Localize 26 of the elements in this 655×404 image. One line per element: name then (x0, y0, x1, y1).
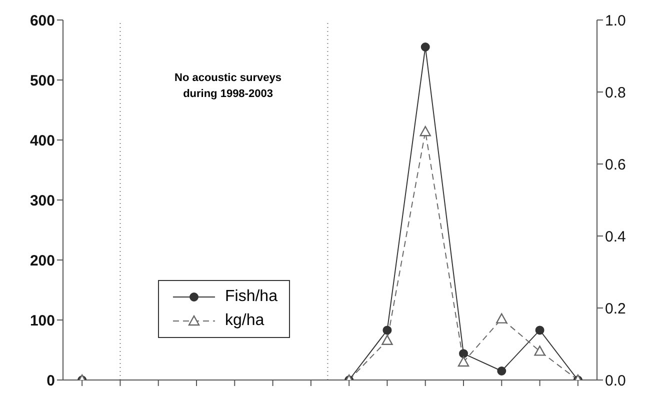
point (534, 346, 546, 356)
y2-tick-label: 0.2 (605, 300, 626, 318)
point (496, 313, 508, 324)
y-tick-label: 300 (30, 192, 55, 210)
point (382, 334, 393, 345)
point (458, 356, 470, 367)
y-tick-label: 500 (30, 72, 55, 90)
point (382, 326, 392, 335)
y-tick-label: 0 (46, 372, 55, 390)
y2-tick-label: 0.4 (605, 228, 626, 246)
legend-label: kg/ha (225, 311, 264, 331)
legend-label: Fish/ha (225, 287, 278, 307)
point (420, 126, 431, 136)
y2-tick-label: 0.6 (605, 156, 626, 174)
y-tick-label: 400 (30, 132, 55, 150)
point (497, 366, 506, 376)
y2-tick-label: 0.8 (605, 84, 626, 102)
y2-tick-label: 1.0 (605, 12, 626, 30)
point (420, 42, 430, 52)
y2-tick-label: 0.0 (605, 372, 626, 390)
y-tick-label: 100 (30, 312, 55, 330)
y-tick-label: 600 (30, 12, 55, 30)
point (535, 326, 544, 335)
point (459, 349, 468, 358)
y-tick-label: 200 (30, 252, 55, 270)
annotation: No acoustic surveys during 1998-2003 (174, 71, 282, 102)
